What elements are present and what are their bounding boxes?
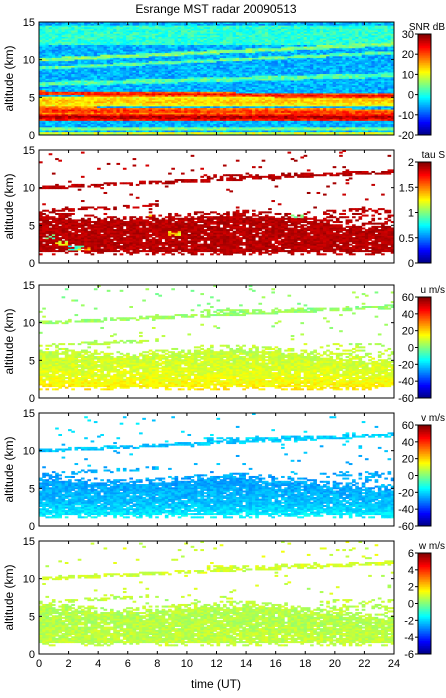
heatmap-cells bbox=[39, 22, 394, 135]
figure-title: Esrange MST radar 20090513 bbox=[135, 2, 297, 16]
